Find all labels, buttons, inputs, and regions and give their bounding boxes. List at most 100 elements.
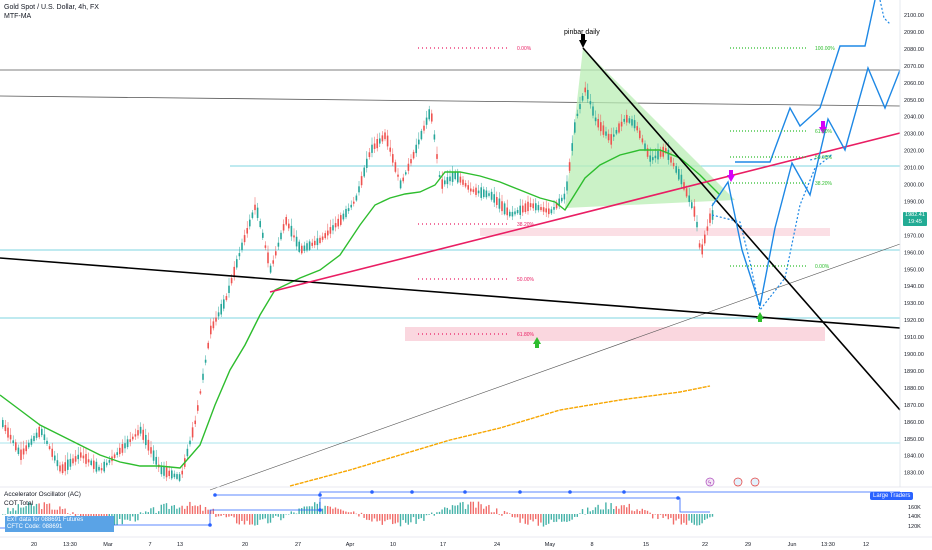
ac-bar — [654, 514, 656, 515]
ac-bar — [696, 514, 698, 526]
candle — [303, 245, 306, 251]
candle — [667, 149, 670, 160]
candle — [527, 201, 529, 212]
candle — [116, 452, 118, 455]
candle — [462, 179, 464, 185]
candle — [368, 152, 371, 158]
candle — [98, 466, 100, 471]
candle — [30, 438, 33, 445]
candle — [542, 207, 545, 212]
candle — [152, 450, 155, 461]
svg-text:ϟ: ϟ — [708, 481, 712, 487]
candle — [33, 436, 35, 441]
candle — [358, 186, 360, 193]
ac-bar — [7, 507, 9, 514]
ac-bar — [462, 501, 464, 514]
candle — [670, 156, 672, 163]
ac-bar — [571, 514, 573, 520]
ac-bar — [184, 508, 186, 514]
price-axis-label: 1940.00 — [904, 284, 924, 290]
time-axis-label: 27 — [295, 542, 301, 548]
price-axis-label: 1920.00 — [904, 318, 924, 324]
ac-bar — [329, 506, 331, 514]
ac-bar — [373, 514, 376, 519]
candle — [20, 449, 22, 460]
candle — [12, 440, 14, 444]
candle — [436, 154, 438, 159]
ac-bar — [228, 514, 230, 517]
price-axis-label: 1840.00 — [904, 454, 924, 460]
ac-bar — [350, 512, 352, 514]
candle — [51, 448, 53, 457]
ac-bar — [698, 514, 701, 526]
event-icons[interactable]: ϟ — [705, 477, 760, 487]
ac-bar — [441, 509, 443, 514]
candle — [397, 174, 399, 177]
time-axis-label: 29 — [745, 542, 751, 548]
cot-axis-label: 120K — [908, 524, 921, 530]
ac-bar — [529, 514, 532, 520]
ac-bar — [293, 512, 295, 514]
ac-bar — [67, 513, 69, 514]
symbol-title[interactable]: Gold Spot / U.S. Dollar, 4h, FX — [4, 4, 99, 11]
ac-bar — [22, 507, 25, 514]
ac-bar — [657, 514, 659, 519]
candle — [457, 171, 459, 183]
ac-bar — [579, 513, 581, 514]
candle — [9, 434, 12, 440]
price-axis-label: 1900.00 — [904, 352, 924, 358]
orange-indicator-line — [289, 385, 711, 487]
fib-left-0: 0.00% — [517, 46, 532, 52]
candle — [134, 434, 137, 437]
cot-marker — [318, 493, 322, 497]
ac-bar — [691, 514, 693, 523]
candle — [69, 458, 72, 467]
candle — [103, 461, 105, 472]
ac-bar — [581, 509, 584, 514]
candle — [176, 474, 178, 479]
candle — [35, 432, 38, 438]
ac-bar — [288, 514, 290, 515]
ac-bar — [685, 514, 688, 525]
candle — [379, 138, 381, 144]
candle — [691, 202, 693, 209]
ac-bar — [134, 514, 136, 522]
candle — [142, 429, 144, 440]
current-price-tag: 1982.41 19:45 — [903, 212, 927, 226]
candle — [277, 242, 280, 247]
ac-bar — [4, 514, 6, 515]
time-axis-label: 12 — [863, 542, 869, 548]
candle — [90, 460, 92, 465]
ac-bar — [672, 514, 675, 525]
time-axis-label: Apr — [346, 542, 355, 548]
candle — [288, 223, 290, 229]
price-axis-label: 2050.00 — [904, 98, 924, 104]
indicator-title[interactable]: MTF-MA — [4, 13, 32, 20]
ac-bar — [225, 514, 227, 518]
ac-indicator-title[interactable]: Accelerator Oscillator (AC) — [4, 491, 81, 498]
cot-marker — [518, 490, 522, 494]
ac-bar — [295, 513, 298, 515]
candle — [683, 182, 685, 190]
ac-bar — [709, 514, 711, 518]
cot-marker — [213, 493, 217, 497]
ac-bar — [137, 514, 139, 521]
candle — [589, 101, 592, 105]
candle — [168, 470, 170, 477]
cot-indicator-title[interactable]: COT Total — [4, 500, 34, 507]
large-traders-badge[interactable]: Large Traders — [870, 492, 914, 500]
candle — [696, 221, 698, 228]
candle — [415, 144, 417, 154]
candle — [371, 144, 373, 153]
candle — [657, 150, 659, 160]
candle — [332, 225, 334, 231]
fib-right-1: 61.80% — [815, 129, 833, 135]
candle — [93, 460, 95, 469]
candle — [605, 131, 607, 136]
cot-note-line-1: ExT data for 088691 Futures — [7, 517, 84, 523]
time-axis-label: 13 — [177, 542, 183, 548]
magenta-down-arrow-icon-2 — [819, 127, 827, 134]
ac-bar — [342, 510, 344, 514]
ac-bar — [555, 514, 558, 522]
